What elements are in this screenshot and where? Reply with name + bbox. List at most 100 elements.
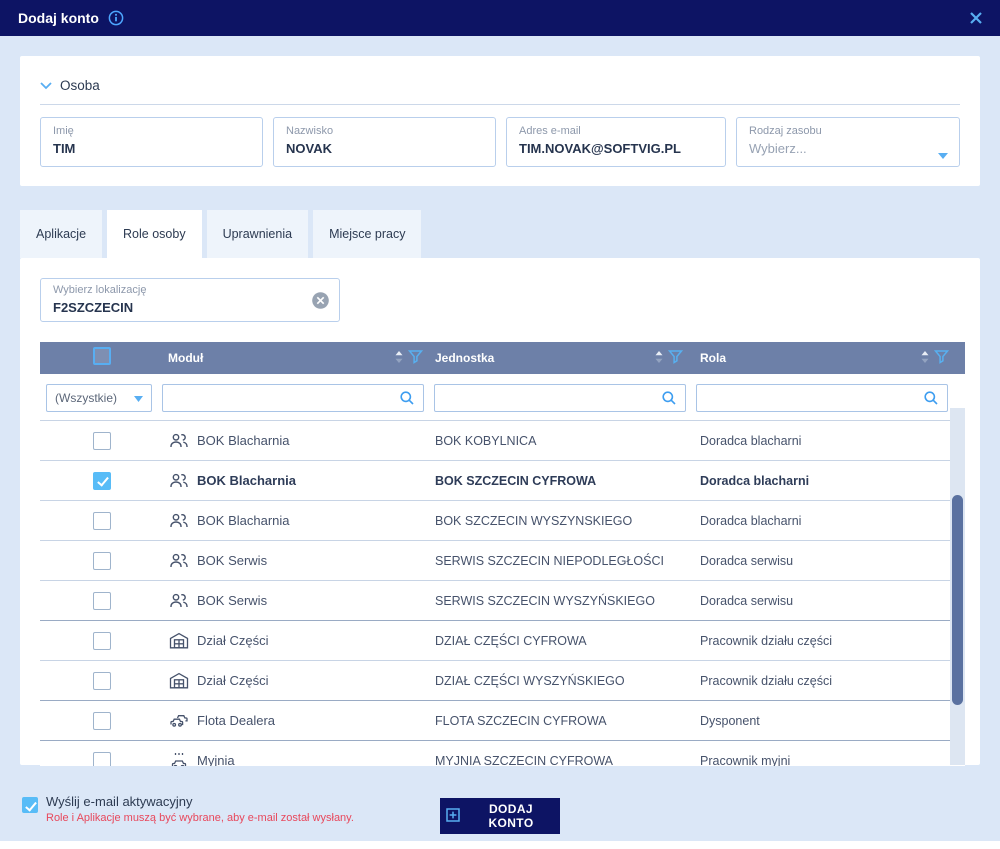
tab-uprawnienia[interactable]: Uprawnienia bbox=[206, 210, 309, 258]
table-row[interactable]: BOK Blacharnia BOK SZCZECIN CYFROWA Dora… bbox=[40, 461, 965, 501]
tab-miejsce-pracy[interactable]: Miejsce pracy bbox=[313, 210, 422, 258]
sort-icon[interactable] bbox=[920, 350, 930, 367]
row-checkbox[interactable] bbox=[93, 551, 111, 570]
resource-type-select[interactable]: Rodzaj zasobu Wybierz... bbox=[736, 117, 960, 167]
unit-cell: SERWIS SZCZECIN WYSZYŃSKIEGO bbox=[435, 593, 655, 608]
unit-cell: DZIAŁ CZĘŚCI CYFROWA bbox=[435, 633, 587, 648]
unit-search-box bbox=[434, 384, 686, 412]
send-activation-email-label: Wyślij e-mail aktywacyjny bbox=[46, 794, 193, 809]
row-checkbox[interactable] bbox=[93, 511, 111, 530]
select-all-checkbox[interactable] bbox=[93, 346, 111, 365]
close-icon[interactable] bbox=[970, 12, 982, 24]
table-row[interactable]: BOK Serwis SERWIS SZCZECIN NIEPODLEGŁOŚC… bbox=[40, 541, 965, 581]
search-icon[interactable] bbox=[661, 390, 677, 406]
unit-search-input[interactable] bbox=[443, 390, 657, 406]
table-row[interactable]: BOK Blacharnia BOK SZCZECIN WYSZYNSKIEGO… bbox=[40, 501, 965, 541]
resource-type-label: Rodzaj zasobu bbox=[749, 125, 822, 137]
table-row[interactable]: Dział Części DZIAŁ CZĘŚCI WYSZYŃSKIEGO P… bbox=[40, 661, 965, 701]
people-icon bbox=[168, 590, 190, 612]
module-cell-text: BOK Serwis bbox=[197, 553, 268, 568]
column-header-module[interactable]: Moduł bbox=[150, 349, 430, 367]
role-cell: Pracownik działu części bbox=[700, 673, 832, 688]
filter-funnel-icon[interactable] bbox=[667, 349, 684, 367]
dialog-title: Dodaj konto bbox=[18, 10, 99, 26]
unit-cell: FLOTA SZCZECIN CYFROWA bbox=[435, 713, 607, 728]
module-type-select[interactable]: (Wszystkie) bbox=[46, 384, 152, 412]
role-search-box bbox=[696, 384, 948, 412]
module-cell-text: Myjnia bbox=[197, 753, 235, 766]
table-body: BOK Blacharnia BOK KOBYLNICA Doradca bla… bbox=[40, 420, 965, 766]
module-search-input[interactable] bbox=[171, 390, 395, 406]
bottom-strip bbox=[0, 841, 1000, 849]
activation-email-note: Role i Aplikacje muszą być wybrane, aby … bbox=[46, 812, 354, 824]
sort-icon[interactable] bbox=[394, 350, 404, 367]
table-row[interactable]: Dział Części DZIAŁ CZĘŚCI CYFROWA Pracow… bbox=[40, 621, 965, 661]
row-checkbox[interactable] bbox=[93, 671, 111, 690]
row-checkbox[interactable] bbox=[93, 471, 111, 490]
module-cell-text: Dział Części bbox=[197, 673, 269, 688]
people-icon bbox=[168, 430, 190, 452]
table-row[interactable]: Flota Dealera FLOTA SZCZECIN CYFROWA Dys… bbox=[40, 701, 965, 741]
module-cell-text: BOK Blacharnia bbox=[197, 433, 290, 448]
person-section-header[interactable]: Osoba bbox=[40, 78, 100, 93]
info-icon[interactable] bbox=[108, 10, 124, 26]
car-wash-icon bbox=[168, 750, 190, 766]
sort-icon[interactable] bbox=[654, 350, 664, 367]
role-cell: Pracownik działu części bbox=[700, 633, 832, 648]
plus-square-icon bbox=[446, 807, 460, 825]
row-checkbox[interactable] bbox=[93, 431, 111, 450]
scrollbar-thumb[interactable] bbox=[952, 495, 963, 705]
filter-funnel-icon[interactable] bbox=[933, 349, 950, 367]
warehouse-icon bbox=[168, 630, 190, 652]
table-row[interactable]: Myjnia MYJNIA SZCZECIN CYFROWA Pracownik… bbox=[40, 741, 965, 766]
last-name-fieldbox: Nazwisko bbox=[273, 117, 496, 167]
table-row[interactable]: BOK Serwis SERWIS SZCZECIN WYSZYŃSKIEGO … bbox=[40, 581, 965, 621]
roles-tab-panel: Wybierz lokalizację Moduł bbox=[20, 258, 980, 766]
person-section-panel: Osoba Imię Nazwisko Adres e-mail Rodzaj … bbox=[20, 56, 980, 186]
add-account-button[interactable]: DODAJ KONTO bbox=[440, 798, 560, 834]
email-fieldbox: Adres e-mail bbox=[506, 117, 726, 167]
role-cell: Doradca blacharni bbox=[700, 513, 802, 528]
location-input[interactable] bbox=[53, 300, 303, 315]
tab-bar: Aplikacje Role osoby Uprawnienia Miejsce… bbox=[20, 210, 422, 258]
role-cell: Pracownik myjni bbox=[700, 753, 791, 767]
first-name-field[interactable] bbox=[53, 141, 250, 156]
section-divider bbox=[40, 104, 960, 105]
clear-icon[interactable] bbox=[311, 291, 330, 310]
search-icon[interactable] bbox=[399, 390, 415, 406]
unit-cell: DZIAŁ CZĘŚCI WYSZYŃSKIEGO bbox=[435, 673, 625, 688]
person-section-title: Osoba bbox=[60, 78, 100, 93]
table-header: Moduł Jednostka bbox=[40, 342, 965, 374]
row-checkbox[interactable] bbox=[93, 591, 111, 610]
email-field[interactable] bbox=[519, 141, 713, 156]
last-name-field[interactable] bbox=[286, 141, 483, 156]
first-name-fieldbox: Imię bbox=[40, 117, 263, 167]
row-checkbox[interactable] bbox=[93, 631, 111, 650]
role-search-input[interactable] bbox=[705, 390, 919, 406]
role-cell: Doradca blacharni bbox=[700, 473, 810, 488]
module-type-select-value: (Wszystkie) bbox=[55, 391, 117, 405]
search-icon[interactable] bbox=[923, 390, 939, 406]
tab-role-osoby[interactable]: Role osoby bbox=[107, 210, 202, 258]
row-checkbox[interactable] bbox=[93, 711, 111, 730]
module-cell-text: Flota Dealera bbox=[197, 713, 276, 728]
resource-type-placeholder: Wybierz... bbox=[749, 141, 807, 156]
row-checkbox[interactable] bbox=[93, 751, 111, 766]
email-label: Adres e-mail bbox=[519, 125, 581, 137]
people-icon bbox=[168, 510, 190, 532]
add-account-button-label: DODAJ KONTO bbox=[488, 802, 534, 830]
table-row[interactable]: BOK Blacharnia BOK KOBYLNICA Doradca bla… bbox=[40, 421, 965, 461]
tab-aplikacje[interactable]: Aplikacje bbox=[20, 210, 103, 258]
first-name-label: Imię bbox=[53, 125, 74, 137]
role-cell: Doradca serwisu bbox=[700, 553, 794, 568]
module-cell-text: Dział Części bbox=[197, 633, 269, 648]
filter-funnel-icon[interactable] bbox=[407, 349, 424, 367]
location-label: Wybierz lokalizację bbox=[53, 284, 147, 296]
column-header-role[interactable]: Rola bbox=[690, 349, 965, 367]
send-activation-email-checkbox[interactable] bbox=[22, 797, 38, 813]
column-header-unit[interactable]: Jednostka bbox=[430, 349, 690, 367]
role-cell: Doradca serwisu bbox=[700, 593, 794, 608]
cars-icon bbox=[168, 710, 190, 732]
role-cell: Doradca blacharni bbox=[700, 433, 802, 448]
